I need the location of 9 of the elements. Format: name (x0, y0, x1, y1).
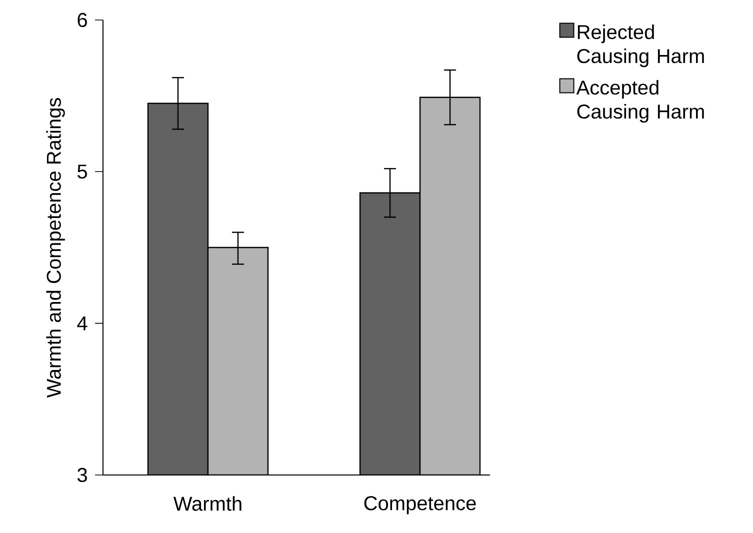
y-axis-title: Warmth and Competence Ratings (46, 98, 65, 398)
x-tick-label: Warmth (173, 496, 242, 511)
y-tick-label: 5 (78, 164, 88, 179)
x-tick-label: Competence (364, 496, 476, 514)
y-tick-label: 4 (77, 316, 88, 330)
legend-label: Accepted Causing Harm (576, 80, 704, 123)
y-tick-label: 6 (78, 12, 87, 28)
legend-label: Rejected Causing Harm (577, 24, 704, 68)
y-tick-label: 3 (77, 468, 87, 482)
